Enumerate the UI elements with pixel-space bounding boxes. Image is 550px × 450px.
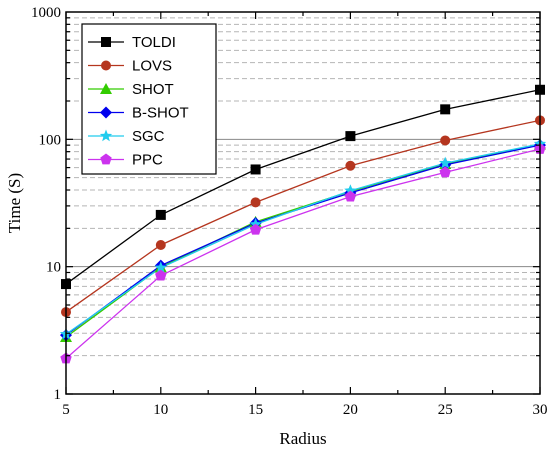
x-tick-label: 10 <box>153 402 168 418</box>
legend-label: SGC <box>132 128 165 145</box>
circle-marker <box>101 60 111 71</box>
x-axis-title: Radius <box>279 429 326 448</box>
legend-box <box>81 23 217 175</box>
pentagon-marker <box>100 153 112 165</box>
x-tick-label: 20 <box>343 402 358 418</box>
square-marker <box>345 131 356 142</box>
circle-marker <box>155 239 166 250</box>
legend-label: PPC <box>132 152 163 169</box>
pentagon-marker <box>439 166 451 178</box>
pentagon-marker <box>249 223 262 235</box>
axis-ticks <box>65 12 541 395</box>
legend-label: LOVS <box>132 58 172 75</box>
series-line-toldi <box>65 89 541 285</box>
x-tick-label: 5 <box>62 402 70 418</box>
y-tick-label: 1000 <box>31 5 61 21</box>
series-line-lovs <box>65 119 541 313</box>
square-marker <box>155 209 166 220</box>
y-tick-label: 10 <box>46 260 61 276</box>
star-marker <box>99 129 113 142</box>
triangle-marker <box>100 83 112 94</box>
x-tick-label: 25 <box>438 402 453 418</box>
square-marker <box>250 164 261 175</box>
star-marker <box>154 261 167 274</box>
legend-label: B-SHOT <box>132 105 189 122</box>
diamond-marker <box>100 106 112 119</box>
star-marker <box>249 217 262 230</box>
legend: TOLDI LOVS SHOT B-SHOT SGC PPC <box>81 23 217 175</box>
circle-marker <box>250 197 261 208</box>
y-axis-title: Time (S) <box>5 173 24 233</box>
circle-marker <box>440 135 451 146</box>
x-tick-label: 15 <box>248 402 263 418</box>
star-marker <box>439 156 452 169</box>
grid-lines <box>66 17 540 357</box>
y-tick-label: 1 <box>54 387 62 403</box>
legend-label: TOLDI <box>132 34 176 51</box>
series-line-sgc <box>65 143 541 335</box>
tick-labels: 5 10 15 20 25 30 1 10 100 1000 <box>31 5 548 418</box>
pentagon-marker <box>155 269 167 281</box>
series-line-ppc <box>65 148 541 359</box>
y-tick-label: 100 <box>39 132 62 148</box>
x-tick-label: 30 <box>533 402 548 418</box>
legend-label: SHOT <box>132 81 174 98</box>
circle-marker <box>345 160 356 171</box>
square-marker <box>440 104 451 115</box>
pentagon-marker <box>344 190 357 202</box>
star-marker <box>344 184 357 196</box>
series-lines <box>65 89 541 359</box>
square-marker <box>101 37 111 47</box>
